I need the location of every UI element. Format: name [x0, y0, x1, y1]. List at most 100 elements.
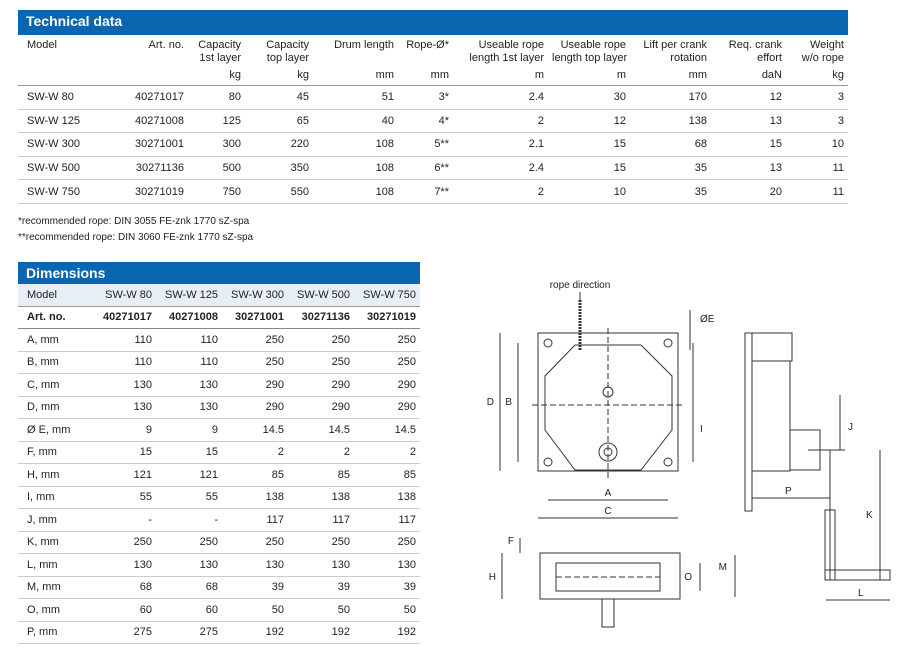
hole: [663, 457, 673, 467]
plate-bottom: [539, 552, 681, 600]
cell: 39: [354, 576, 420, 599]
cell: 110: [156, 351, 222, 374]
cell: 130: [156, 553, 222, 577]
unit-cell: kg: [188, 65, 245, 86]
cell: 108: [313, 179, 398, 204]
cell: -: [90, 508, 156, 532]
cell: 60: [90, 598, 156, 622]
unit: daN: [761, 69, 782, 81]
header-text: Weight: [809, 39, 844, 51]
header-text: Capacity: [198, 39, 241, 51]
label: O: [684, 572, 692, 583]
data-row: SW-W 80 40271017 80 45 51 3* 2.4 30 170 12 3: [18, 85, 848, 110]
cell: 2.4: [453, 85, 548, 110]
cell: 117: [354, 508, 420, 532]
cell: 39: [288, 576, 354, 599]
cell: -: [156, 508, 222, 532]
cell: 40271008: [156, 306, 222, 329]
drum: [544, 344, 673, 471]
cell: 275: [156, 621, 222, 644]
cell: SW-W 500: [18, 156, 118, 181]
cell: 68: [630, 132, 711, 157]
cell: 85: [354, 463, 420, 487]
cell: 9: [156, 418, 222, 442]
unit-cell: m: [453, 65, 548, 86]
unit: kg: [832, 69, 844, 81]
header-cell: Model: [18, 36, 118, 65]
cell: Ø E, mm: [18, 418, 90, 442]
unit-cell: mm: [398, 65, 453, 86]
data-row: D, mm 130 130 290 290 290: [18, 396, 420, 419]
cell: SW-W 750: [18, 179, 118, 204]
cell: 290: [288, 373, 354, 397]
cell: 130: [156, 396, 222, 419]
cell: 192: [288, 621, 354, 644]
cell: O, mm: [18, 598, 90, 622]
unit-cell: mm: [630, 65, 711, 86]
header-text: top layer: [266, 52, 309, 64]
cell: 2: [354, 441, 420, 464]
label: I: [700, 424, 703, 435]
cell: 250: [354, 328, 420, 352]
cell: 6**: [398, 156, 453, 181]
cell: P, mm: [18, 621, 90, 644]
cell: 250: [222, 328, 288, 352]
cell: 130: [222, 553, 288, 577]
cell: 12: [548, 109, 630, 134]
label: K: [866, 510, 873, 521]
footnote: *recommended rope: DIN 3055 FE-znk 1770 …: [18, 216, 250, 227]
label: D: [487, 397, 494, 408]
shaft: [598, 442, 618, 462]
unit: kg: [297, 69, 309, 81]
cell: 14.5: [354, 418, 420, 442]
data-row: M, mm 68 68 39 39 39: [18, 576, 420, 599]
cell: 2: [453, 109, 548, 134]
data-row: F, mm 15 15 2 2 2: [18, 441, 420, 464]
cell: 13: [711, 109, 786, 134]
unit-cell: mm: [313, 65, 398, 86]
cell: 125: [188, 109, 245, 134]
cell: 138: [354, 486, 420, 509]
header-cell: Drum length: [313, 36, 398, 65]
cell: 14.5: [222, 418, 288, 442]
header-cell: SW-W 500: [288, 284, 354, 307]
cell: 80: [188, 85, 245, 110]
cell: 85: [288, 463, 354, 487]
header-cell: SW-W 125: [156, 284, 222, 307]
header-text: Drum length: [334, 39, 394, 51]
shaft-bottom: [601, 598, 615, 628]
data-row: K, mm 250 250 250 250 250: [18, 531, 420, 554]
cell: 10: [786, 132, 848, 157]
cell: M, mm: [18, 576, 90, 599]
header-text: Lift per crank: [643, 39, 707, 51]
header-text: Capacity: [266, 39, 309, 51]
header-cell: Capacity top layer: [245, 36, 313, 65]
label: M: [719, 562, 727, 573]
cell: 65: [245, 109, 313, 134]
data-row: Art. no. 40271017 40271008 30271001 30271136…: [18, 306, 420, 329]
drum-side: [751, 360, 791, 472]
cell: 3*: [398, 85, 453, 110]
cell: 108: [313, 156, 398, 181]
cell: 290: [354, 396, 420, 419]
cell: 750: [188, 179, 245, 204]
hole: [663, 338, 673, 348]
header-cell: Req. crank effort: [711, 36, 786, 65]
label: F: [508, 536, 514, 547]
cell: 30271136: [288, 306, 354, 329]
data-row: H, mm 121 121 85 85 85: [18, 463, 420, 487]
header-text: Art. no.: [148, 39, 184, 51]
cell: 250: [288, 531, 354, 554]
header-text: Useable rope: [478, 39, 544, 51]
header-text: effort: [757, 52, 782, 64]
label: A: [605, 488, 612, 499]
cell: 290: [222, 373, 288, 397]
cell: 2.1: [453, 132, 548, 157]
cell: 250: [222, 531, 288, 554]
cell: 85: [222, 463, 288, 487]
cell: K, mm: [18, 531, 90, 554]
cell: 35: [630, 179, 711, 204]
cell: 12: [711, 85, 786, 110]
cell: 14.5: [288, 418, 354, 442]
